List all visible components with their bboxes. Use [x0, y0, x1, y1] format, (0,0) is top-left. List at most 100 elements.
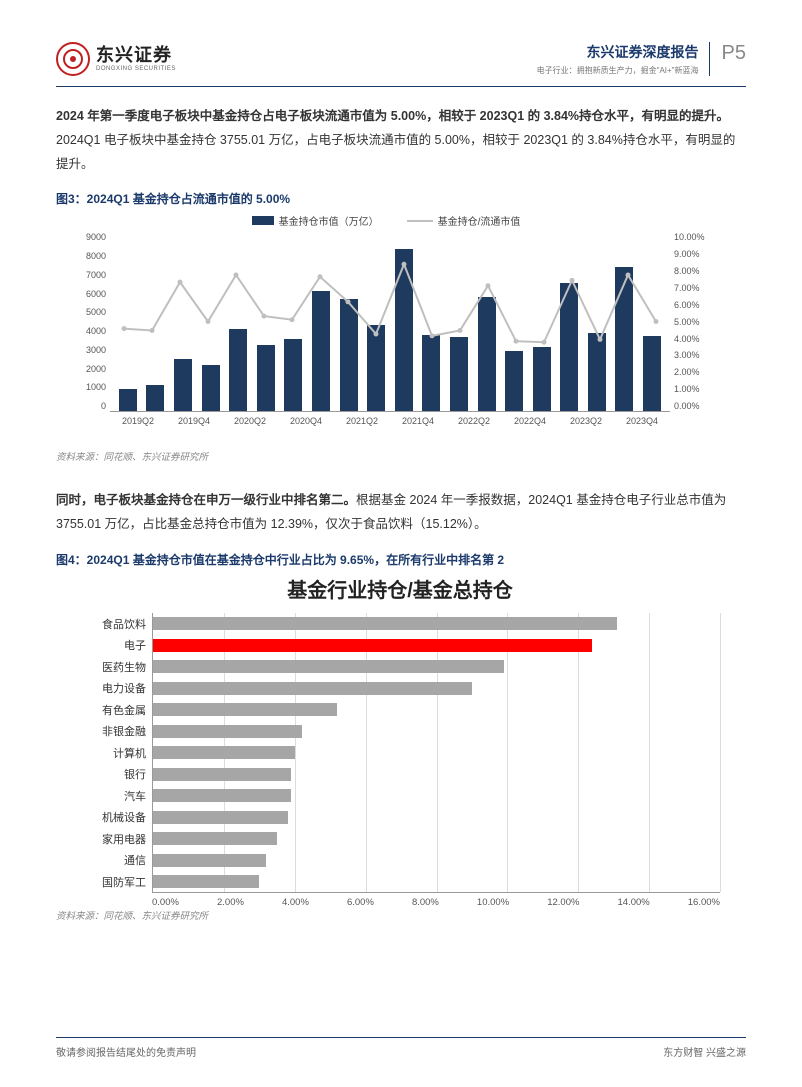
y-left-tick: 9000: [86, 232, 106, 242]
chart1-legend: 基金持仓市值（万亿） 基金持仓/流通市值: [76, 213, 696, 228]
hbar: [153, 617, 617, 630]
bar: [478, 297, 496, 411]
bar: [643, 336, 661, 411]
legend-bar: 基金持仓市值（万亿）: [252, 213, 379, 228]
legend-line-label: 基金持仓/流通市值: [438, 213, 521, 228]
hbar-xtick: 8.00%: [412, 897, 439, 908]
chart1-x-axis: 2019Q22019Q42020Q22020Q42021Q22021Q42022…: [110, 416, 670, 426]
report-subtitle: 电子行业：拥抱新质生产力，掘金"AI+"新蓝海: [537, 65, 699, 76]
hbar-xtick: 4.00%: [282, 897, 309, 908]
x-tick: 2019Q4: [166, 416, 222, 426]
x-tick: 2020Q4: [278, 416, 334, 426]
y-left-tick: 2000: [86, 364, 106, 374]
paragraph-2: 同时，电子板块基金持仓在申万一级行业中排名第二。根据基金 2024 年一季报数据…: [56, 489, 746, 537]
hbar-xtick: 10.00%: [477, 897, 509, 908]
y-right-tick: 0.00%: [674, 401, 700, 411]
x-tick: 2021Q4: [390, 416, 446, 426]
x-tick: 2022Q4: [502, 416, 558, 426]
bar: [505, 351, 523, 411]
hbar-ylabel: 食品饮料: [80, 616, 146, 632]
chart2-xaxis: 0.00%2.00%4.00%6.00%8.00%10.00%12.00%14.…: [152, 897, 720, 908]
x-tick: 2019Q2: [110, 416, 166, 426]
chart-hbar: 基金行业持仓/基金总持仓 食品饮料电子医药生物电力设备有色金属非银金融计算机银行…: [80, 574, 720, 908]
y-right-tick: 5.00%: [674, 317, 700, 327]
chart2-area: [152, 613, 720, 893]
y-left-tick: 0: [101, 401, 106, 411]
legend-bar-label: 基金持仓市值（万亿）: [279, 213, 379, 228]
y-right-tick: 7.00%: [674, 283, 700, 293]
chart1-y-right: 0.00%1.00%2.00%3.00%4.00%5.00%6.00%7.00%…: [674, 232, 714, 411]
bar: [367, 325, 385, 411]
hbar: [153, 639, 592, 652]
x-tick: 2020Q2: [222, 416, 278, 426]
bar: [312, 291, 330, 411]
source-2: 资料来源：同花顺、东兴证券研究所: [56, 908, 746, 922]
hbar: [153, 725, 302, 738]
y-left-tick: 1000: [86, 382, 106, 392]
hbar-ylabel: 计算机: [80, 745, 146, 761]
bar: [202, 365, 220, 411]
hbar-ylabel: 银行: [80, 766, 146, 782]
x-tick: 2023Q2: [558, 416, 614, 426]
bar: [450, 337, 468, 411]
hbar-xtick: 12.00%: [547, 897, 579, 908]
y-left-tick: 7000: [86, 270, 106, 280]
bar: [395, 249, 413, 411]
y-left-tick: 4000: [86, 326, 106, 336]
source-1: 资料来源：同花顺、东兴证券研究所: [56, 449, 746, 463]
page-number: P5: [722, 42, 746, 65]
chart2-ylabels: 食品饮料电子医药生物电力设备有色金属非银金融计算机银行汽车机械设备家用电器通信国…: [80, 613, 152, 893]
hbar-ylabel: 通信: [80, 852, 146, 868]
hbar-ylabel: 家用电器: [80, 831, 146, 847]
hbar-ylabel: 机械设备: [80, 809, 146, 825]
chart1-y-left: 0100020003000400050006000700080009000: [78, 232, 106, 411]
x-tick: 2023Q4: [614, 416, 670, 426]
chart2-plot: 食品饮料电子医药生物电力设备有色金属非银金融计算机银行汽车机械设备家用电器通信国…: [80, 613, 720, 893]
y-right-tick: 4.00%: [674, 334, 700, 344]
hbar: [153, 854, 266, 867]
hbar-ylabel: 医药生物: [80, 659, 146, 675]
hbar: [153, 746, 295, 759]
chart-combo: 基金持仓市值（万亿） 基金持仓/流通市值 0100020003000400050…: [76, 213, 696, 443]
bar: [588, 333, 606, 411]
y-right-tick: 8.00%: [674, 266, 700, 276]
para1-rest: 2024Q1 电子板块中基金持仓 3755.01 万亿，占电子板块流通市值的 5…: [56, 133, 735, 171]
y-right-tick: 10.00%: [674, 232, 705, 242]
page-header: 东兴证券 DONGXING SECURITIES 东兴证券深度报告 电子行业：拥…: [56, 42, 746, 87]
y-right-tick: 1.00%: [674, 384, 700, 394]
hbar-ylabel: 汽车: [80, 788, 146, 804]
hbar: [153, 789, 291, 802]
bar: [119, 389, 137, 411]
bar: [174, 359, 192, 411]
bar: [560, 283, 578, 411]
bar: [422, 335, 440, 411]
y-left-tick: 3000: [86, 345, 106, 355]
hbar-ylabel: 国防军工: [80, 874, 146, 890]
bar: [284, 339, 302, 411]
hbar-ylabel: 有色金属: [80, 702, 146, 718]
y-left-tick: 5000: [86, 307, 106, 317]
hbar-ylabel: 电子: [80, 637, 146, 653]
hbar-xtick: 0.00%: [152, 897, 179, 908]
hbar-ylabel: 非银金融: [80, 723, 146, 739]
logo-en-text: DONGXING SECURITIES: [96, 66, 176, 72]
bar: [146, 385, 164, 411]
legend-line: 基金持仓/流通市值: [407, 213, 521, 228]
chart1-plot: 0100020003000400050006000700080009000 0.…: [110, 232, 670, 412]
hbar-ylabel: 电力设备: [80, 680, 146, 696]
para2-bold: 同时，电子板块基金持仓在申万一级行业中排名第二。: [56, 493, 356, 507]
hbar: [153, 832, 277, 845]
hbar: [153, 875, 259, 888]
logo-block: 东兴证券 DONGXING SECURITIES: [56, 42, 176, 76]
y-left-tick: 8000: [86, 251, 106, 261]
hbar: [153, 682, 472, 695]
logo-icon: [56, 42, 90, 76]
hbar: [153, 703, 337, 716]
hbar-xtick: 6.00%: [347, 897, 374, 908]
logo-cn-text: 东兴证券: [96, 46, 176, 64]
hbar: [153, 768, 291, 781]
y-right-tick: 6.00%: [674, 300, 700, 310]
fig3-caption: 图3：2024Q1 基金持仓占流通市值的 5.00%: [56, 190, 746, 207]
bar: [615, 267, 633, 411]
bar: [340, 299, 358, 411]
